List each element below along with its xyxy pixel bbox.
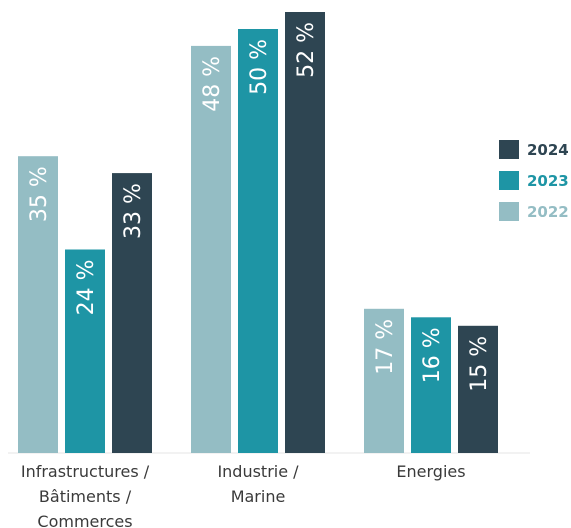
bar-value-label-2023-1: 50 % [247, 39, 272, 95]
legend-swatch-2024 [499, 140, 519, 159]
bar-2022-2 [364, 308, 404, 453]
bar-2024-2 [458, 325, 498, 453]
legend-swatch-2022 [499, 202, 519, 221]
category-label-1-line-0: Industrie / [217, 462, 299, 481]
category-label-0-line-1: Bâtiments / [39, 487, 132, 506]
bar-value-label-2024-2: 15 % [467, 336, 492, 392]
bar-2023-0 [65, 249, 105, 453]
category-label-0-line-2: Commerces [37, 512, 132, 528]
bars-group [18, 12, 498, 454]
bar-2022-1 [191, 45, 231, 454]
bar-value-label-2023-0: 24 % [74, 260, 99, 316]
bar-value-label-2022-2: 17 % [373, 319, 398, 375]
legend-label-2023: 2023 [527, 172, 569, 190]
legend-label-2024: 2024 [527, 141, 569, 159]
category-label-1-line-1: Marine [231, 487, 286, 506]
bar-2023-2 [411, 317, 451, 453]
bar-value-label-2023-2: 16 % [420, 327, 445, 383]
legend-label-2022: 2022 [527, 203, 569, 221]
category-labels-group: Infrastructures / Bâtiments / Commerces Ind… [21, 462, 466, 528]
bar-2024-0 [112, 173, 152, 453]
legend: 2024 2023 2022 [499, 140, 569, 221]
bar-labels-group: 35 % 24 % 33 % 48 % 50 % 52 % 17 % 16 % 15 % [27, 22, 492, 392]
bar-value-label-2022-1: 48 % [200, 56, 225, 112]
legend-swatch-2023 [499, 171, 519, 190]
bar-2024-1 [285, 12, 325, 453]
bar-2022-0 [18, 156, 58, 453]
category-label-0-line-0: Infrastructures / [21, 462, 150, 481]
bar-2023-1 [238, 29, 278, 453]
bar-value-label-2022-0: 35 % [27, 166, 52, 222]
bar-value-label-2024-0: 33 % [121, 183, 146, 239]
category-label-2-line-0: Energies [396, 462, 465, 481]
bar-value-label-2024-1: 52 % [294, 22, 319, 78]
